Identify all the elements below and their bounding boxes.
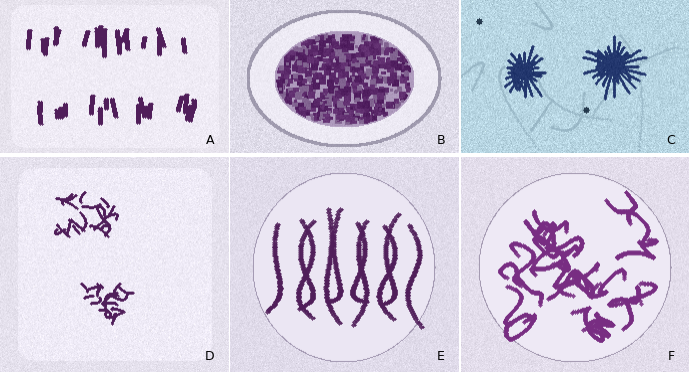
Text: A: A	[206, 134, 215, 147]
Text: B: B	[436, 134, 445, 147]
Text: E: E	[437, 350, 445, 363]
Text: C: C	[666, 134, 675, 147]
Text: F: F	[668, 350, 675, 363]
Text: D: D	[205, 350, 215, 363]
